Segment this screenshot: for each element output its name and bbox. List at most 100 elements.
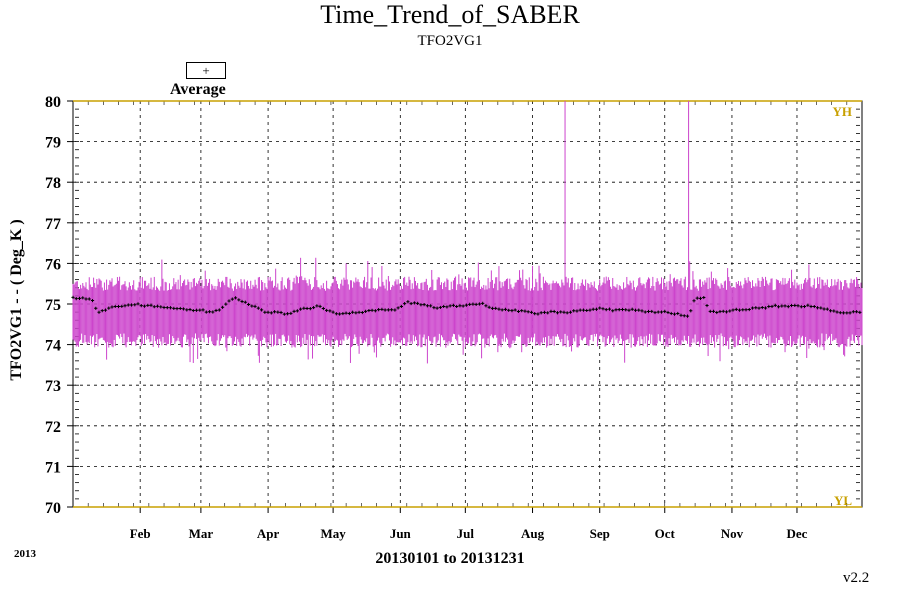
legend-label: Average (170, 81, 226, 98)
average-marker (520, 309, 524, 313)
average-marker (666, 310, 670, 315)
average-marker (133, 303, 137, 307)
average-marker (438, 305, 443, 310)
average-marker (679, 313, 683, 317)
average-marker (568, 310, 573, 314)
average-marker (838, 311, 842, 315)
average-marker (490, 306, 495, 310)
x-tick-label: Dec (787, 526, 808, 541)
average-marker (825, 307, 829, 311)
average-marker (204, 310, 208, 314)
average-marker (500, 308, 504, 312)
average-marker (802, 304, 807, 309)
average-marker (107, 306, 111, 310)
average-marker (198, 308, 202, 312)
average-marker (383, 308, 387, 312)
average-marker (624, 308, 628, 312)
x-tick-label: Aug (521, 526, 545, 541)
average-marker (448, 304, 452, 308)
average-marker (302, 306, 306, 310)
average-marker (393, 308, 397, 312)
average-marker (728, 309, 732, 313)
average-marker (429, 304, 433, 308)
average-marker (338, 312, 342, 316)
average-marker (676, 311, 680, 316)
average-marker (149, 303, 153, 307)
average-marker (246, 302, 251, 307)
average-marker (643, 310, 647, 314)
average-marker (406, 300, 410, 304)
average-marker (279, 310, 283, 315)
average-marker (282, 312, 286, 316)
average-marker (786, 305, 790, 309)
average-marker (217, 308, 221, 312)
average-marker (285, 312, 290, 316)
y-tick-label: 73 (45, 378, 61, 395)
average-marker (357, 310, 361, 314)
average-marker (617, 307, 621, 312)
average-marker (601, 307, 605, 311)
average-marker (386, 308, 390, 312)
average-marker (318, 304, 322, 309)
average-marker (754, 306, 758, 310)
average-marker (724, 310, 729, 314)
average-marker (370, 308, 374, 312)
version-label: v2.2 (843, 570, 870, 586)
average-marker (627, 308, 631, 312)
average-marker (767, 304, 771, 309)
average-marker (308, 306, 312, 311)
average-marker (250, 304, 254, 308)
y-tick-label: 77 (45, 216, 61, 233)
average-marker (507, 308, 511, 312)
average-marker (607, 307, 612, 311)
average-marker (757, 306, 761, 310)
average-marker (77, 296, 82, 300)
x-tick-label: Feb (130, 526, 151, 541)
average-marker (152, 305, 156, 309)
average-marker (789, 303, 794, 308)
average-marker (529, 310, 534, 314)
average-marker (741, 308, 745, 312)
average-marker (718, 309, 722, 314)
average-marker (168, 306, 173, 310)
average-marker (581, 308, 586, 312)
average-marker (689, 309, 693, 313)
average-marker (698, 296, 703, 301)
average-marker (461, 304, 465, 308)
average-marker (793, 303, 797, 308)
average-marker (845, 311, 849, 315)
average-marker (233, 296, 238, 300)
average-marker (344, 311, 348, 315)
y-tick-label: 80 (45, 94, 61, 111)
average-marker (432, 306, 436, 310)
average-marker (266, 310, 270, 314)
average-marker (181, 307, 186, 311)
average-marker (542, 310, 547, 314)
average-marker (305, 306, 309, 311)
average-marker (594, 307, 599, 311)
average-marker (474, 302, 478, 306)
average-marker (207, 310, 212, 314)
average-marker (110, 305, 114, 309)
average-marker (351, 310, 355, 314)
average-marker (289, 311, 293, 316)
average-marker (334, 312, 338, 316)
average-marker (585, 308, 589, 313)
average-marker (630, 307, 634, 311)
average-marker (763, 306, 768, 310)
average-marker (513, 308, 517, 312)
average-marker (692, 299, 696, 303)
average-marker (201, 308, 205, 312)
average-marker (575, 309, 579, 313)
average-marker (416, 301, 420, 306)
average-marker (477, 302, 482, 306)
average-marker (377, 308, 381, 312)
average-marker (243, 300, 247, 304)
average-marker (471, 302, 475, 306)
average-marker (354, 311, 358, 315)
x-tick-label: Nov (721, 526, 744, 541)
average-marker (815, 306, 820, 310)
average-marker (646, 309, 651, 314)
average-marker (425, 304, 429, 308)
x-tick-label: Jun (390, 526, 412, 541)
